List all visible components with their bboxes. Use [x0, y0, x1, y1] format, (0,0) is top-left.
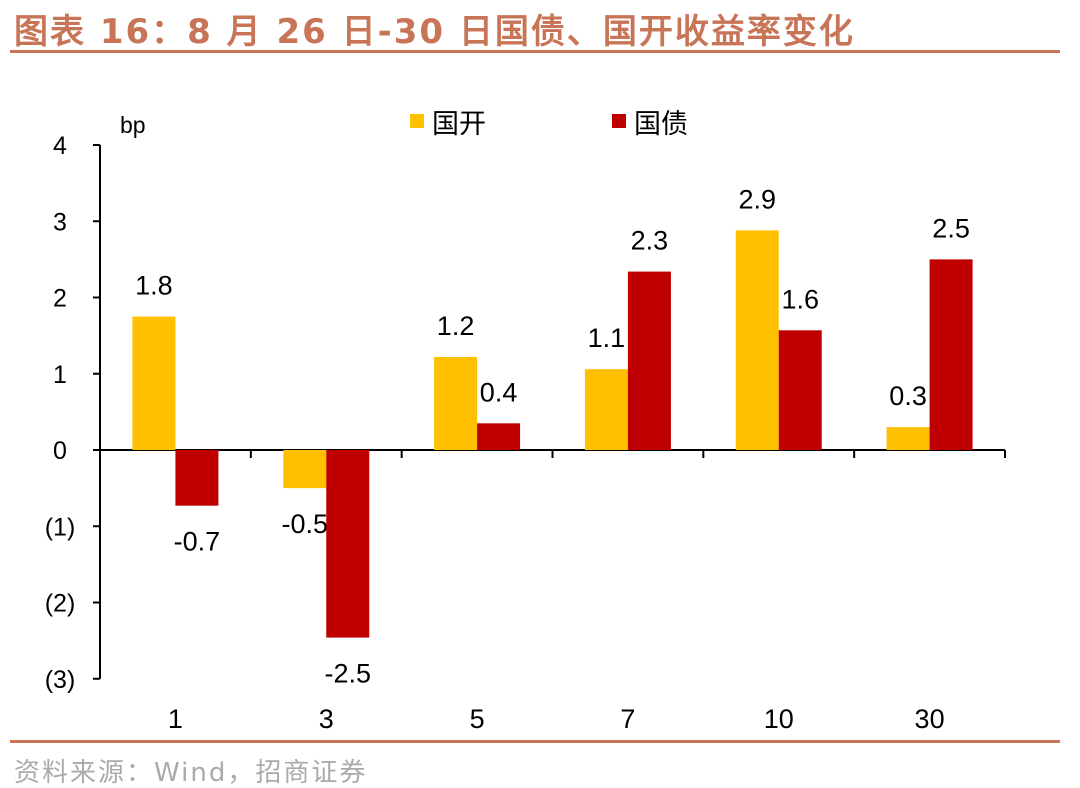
data-label: 1.8 [135, 271, 173, 301]
y-tick-label: (2) [45, 590, 76, 618]
bar-guozhai [778, 330, 822, 450]
bar-guozhai [175, 450, 219, 506]
data-label: 0.3 [889, 381, 927, 411]
bar-guokai [886, 427, 930, 450]
bar-guokai [735, 230, 779, 450]
title-divider [10, 50, 1060, 53]
y-tick-label: 0 [53, 437, 67, 465]
x-tick-label: 10 [764, 704, 794, 734]
y-tick-label: (3) [45, 666, 76, 694]
data-label: 2.5 [932, 213, 970, 243]
footer-divider [10, 740, 1060, 743]
y-tick-label: 1 [53, 361, 67, 389]
bar-guokai [584, 369, 628, 450]
bar-guokai [132, 316, 176, 450]
data-label: 0.4 [480, 377, 518, 407]
data-label: -0.7 [174, 527, 221, 557]
bar-guokai [283, 450, 327, 489]
data-label: -2.5 [324, 659, 371, 689]
y-tick-label: 3 [53, 208, 67, 236]
bar-guozhai [477, 423, 521, 450]
x-tick-label: 1 [168, 704, 183, 734]
x-tick-label: 3 [319, 704, 334, 734]
source-note: 资料来源：Wind，招商证券 [14, 758, 368, 788]
bar-guozhai [929, 259, 973, 450]
x-tick-label: 7 [620, 704, 635, 734]
data-label: -0.5 [281, 509, 328, 539]
x-tick-label: 5 [470, 704, 485, 734]
y-tick-label: 4 [53, 132, 67, 160]
figure-title: 图表 16：8 月 26 日-30 日国债、国开收益率变化 [14, 12, 855, 52]
legend-label: 国开 [432, 109, 486, 139]
y-tick-label: (1) [45, 513, 76, 541]
bar-guokai [434, 356, 478, 450]
x-tick-label: 30 [915, 704, 945, 734]
bar-guozhai [627, 271, 671, 450]
legend-label: 国债 [634, 109, 688, 139]
data-label: 2.3 [631, 226, 669, 256]
legend-swatch [612, 114, 626, 128]
bar-guozhai [326, 450, 370, 638]
data-label: 1.1 [588, 323, 626, 353]
data-label: 1.6 [781, 284, 819, 314]
y-tick-label: 2 [53, 285, 67, 313]
legend-swatch [410, 114, 424, 128]
data-label: 1.2 [437, 311, 475, 341]
data-label: 2.9 [738, 184, 776, 214]
y-unit-label: bp [120, 112, 146, 138]
